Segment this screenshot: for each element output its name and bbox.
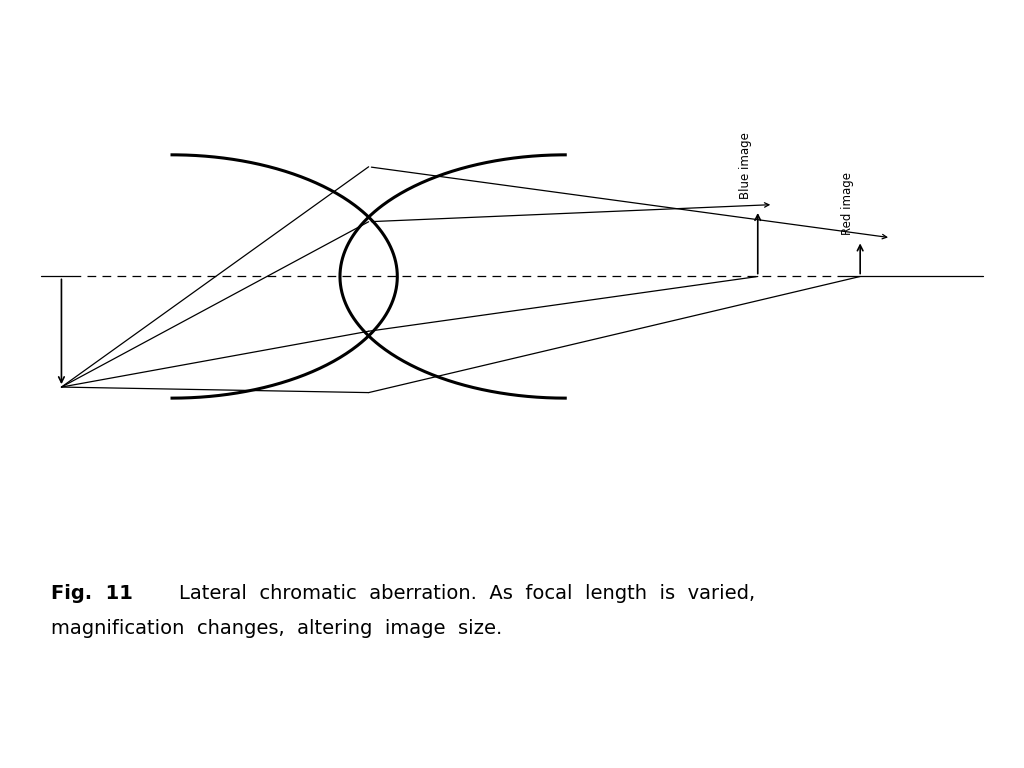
Text: Lateral  chromatic  aberration.  As  focal  length  is  varied,: Lateral chromatic aberration. As focal l… <box>179 584 756 603</box>
Text: magnification  changes,  altering  image  size.: magnification changes, altering image si… <box>51 618 503 637</box>
Text: Red image: Red image <box>842 172 854 235</box>
Text: Fig.  11: Fig. 11 <box>51 584 133 603</box>
Text: Blue image: Blue image <box>739 132 752 199</box>
